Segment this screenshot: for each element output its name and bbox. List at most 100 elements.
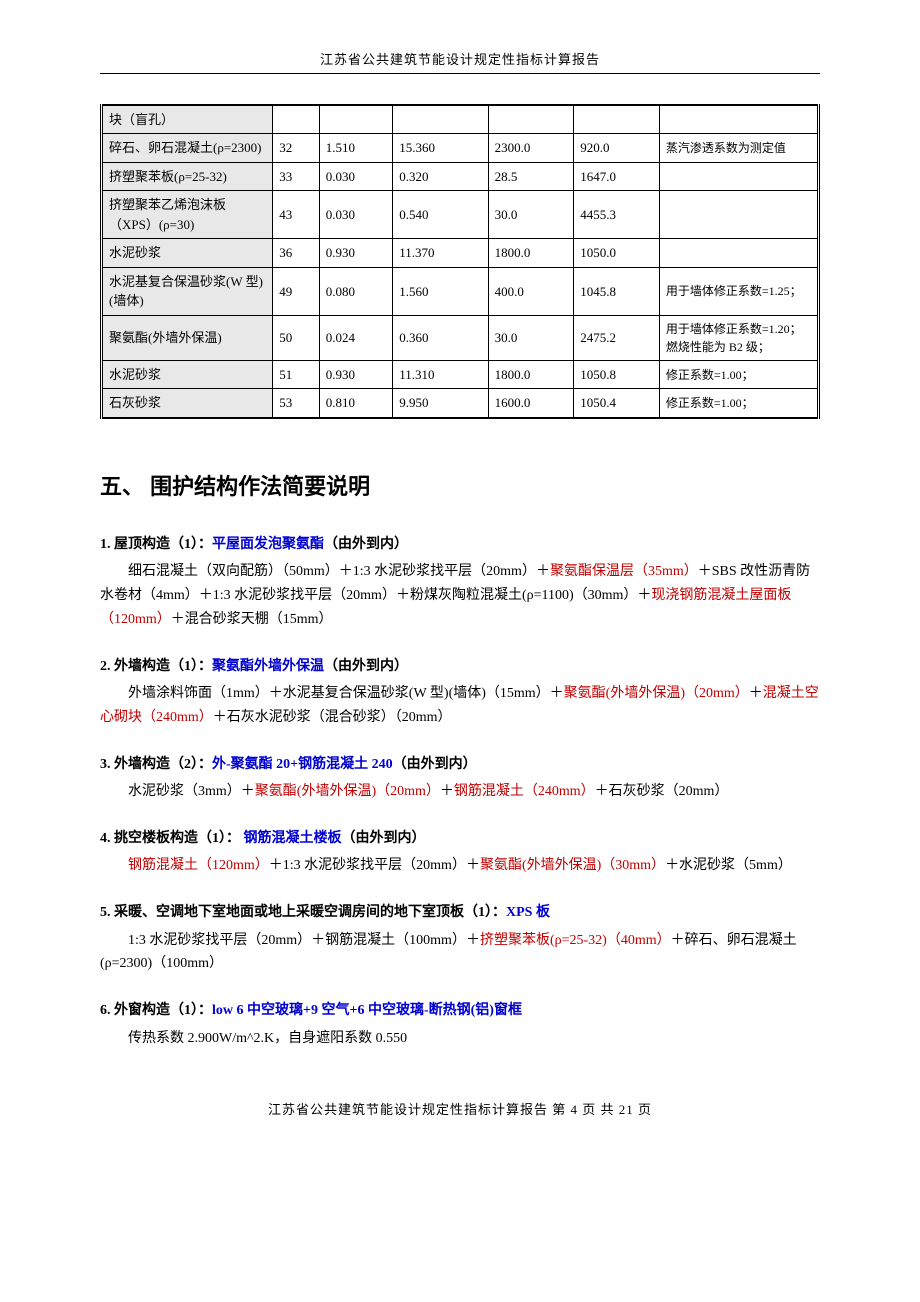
page-header-title: 江苏省公共建筑节能设计规定性指标计算报告	[100, 50, 820, 74]
table-cell: 1.560	[393, 267, 488, 315]
item-number: 2.	[100, 659, 114, 674]
table-cell: 用于墙体修正系数=1.25；	[659, 267, 818, 315]
item-label: 屋顶构造（1）：	[114, 537, 212, 552]
item-blue-name: 聚氨酯外墙外保温	[212, 659, 324, 674]
table-cell: 53	[273, 389, 319, 418]
table-cell: 0.080	[319, 267, 392, 315]
table-cell: 2475.2	[574, 315, 660, 360]
item-blue-name: XPS 板	[506, 905, 550, 920]
page-footer: 江苏省公共建筑节能设计规定性指标计算报告 第 4 页 共 21 页	[100, 1100, 820, 1121]
table-cell: 9.950	[393, 389, 488, 418]
item-blue-name: 外-聚氨酯 20+钢筋混凝土 240	[212, 757, 393, 772]
table-cell	[574, 105, 660, 134]
table-cell: 用于墙体修正系数=1.20；燃烧性能为 B2 级；	[659, 315, 818, 360]
table-row: 挤塑聚苯乙烯泡沫板（XPS）(ρ=30)430.0300.54030.04455…	[102, 191, 819, 239]
item-label: 采暖、空调地下室地面或地上采暖空调房间的地下室顶板（1）：	[114, 905, 506, 920]
table-cell: 36	[273, 239, 319, 268]
highlighted-text: 聚氨酯(外墙外保温)（20mm）	[255, 784, 440, 799]
item-label: 挑空楼板构造（1）：	[114, 831, 240, 846]
item-title: 1. 屋顶构造（1）：平屋面发泡聚氨酯（由外到内）	[100, 534, 820, 556]
table-cell: 1050.0	[574, 239, 660, 268]
item-label: 外墙构造（1）：	[114, 659, 212, 674]
table-cell: 15.360	[393, 134, 488, 163]
item-title: 4. 挑空楼板构造（1）： 钢筋混凝土楼板（由外到内）	[100, 828, 820, 850]
table-cell: 0.540	[393, 191, 488, 239]
section-title: 五、 围护结构作法简要说明	[100, 469, 820, 504]
item-body: 外墙涂料饰面（1mm）＋水泥基复合保温砂浆(W 型)(墙体)（15mm）＋聚氨酯…	[100, 682, 820, 730]
highlighted-text: 聚氨酯保温层（35mm）	[550, 564, 698, 579]
item-body: 1:3 水泥砂浆找平层（20mm）＋钢筋混凝土（100mm）＋挤塑聚苯板(ρ=2…	[100, 929, 820, 977]
table-row: 水泥砂浆360.93011.3701800.01050.0	[102, 239, 819, 268]
body-text: 传热系数 2.900W/m^2.K，自身遮阳系数 0.550	[128, 1031, 407, 1046]
table-cell	[488, 105, 574, 134]
construction-item: 2. 外墙构造（1）：聚氨酯外墙外保温（由外到内） 外墙涂料饰面（1mm）＋水泥基…	[100, 656, 820, 730]
table-cell: 1800.0	[488, 239, 574, 268]
item-blue-name: 钢筋混凝土楼板	[240, 831, 342, 846]
construction-item: 6. 外窗构造（1）：low 6 中空玻璃+9 空气+6 中空玻璃-断热钢(铝)…	[100, 1000, 820, 1050]
table-row: 块（盲孔）	[102, 105, 819, 134]
body-text: 1:3 水泥砂浆找平层（20mm）＋钢筋混凝土（100mm）＋	[128, 933, 480, 948]
item-body: 细石混凝土（双向配筋）（50mm）＋1:3 水泥砂浆找平层（20mm）＋聚氨酯保…	[100, 560, 820, 631]
construction-item: 5. 采暖、空调地下室地面或地上采暖空调房间的地下室顶板（1）：XPS 板 1:3…	[100, 902, 820, 976]
table-cell: 49	[273, 267, 319, 315]
item-title: 5. 采暖、空调地下室地面或地上采暖空调房间的地下室顶板（1）：XPS 板	[100, 902, 820, 924]
table-cell: 1.510	[319, 134, 392, 163]
construction-item: 4. 挑空楼板构造（1）： 钢筋混凝土楼板（由外到内） 钢筋混凝土（120mm）＋…	[100, 828, 820, 878]
table-cell: 43	[273, 191, 319, 239]
table-cell: 920.0	[574, 134, 660, 163]
table-row: 挤塑聚苯板(ρ=25-32)330.0300.32028.51647.0	[102, 162, 819, 191]
item-label: 外墙构造（2）：	[114, 757, 212, 772]
table-cell: 1045.8	[574, 267, 660, 315]
body-text: 细石混凝土（双向配筋）（50mm）＋1:3 水泥砂浆找平层（20mm）＋	[128, 564, 550, 579]
table-cell: 11.310	[393, 360, 488, 389]
table-cell	[659, 191, 818, 239]
table-cell: 水泥砂浆	[102, 239, 273, 268]
highlighted-text: 钢筋混凝土（240mm）	[454, 784, 595, 799]
table-cell: 1050.4	[574, 389, 660, 418]
body-text: ＋	[440, 784, 454, 799]
table-cell	[659, 162, 818, 191]
body-text: ＋1:3 水泥砂浆找平层（20mm）＋	[269, 858, 480, 873]
item-title: 6. 外窗构造（1）：low 6 中空玻璃+9 空气+6 中空玻璃-断热钢(铝)…	[100, 1000, 820, 1022]
body-text: 外墙涂料饰面（1mm）＋水泥基复合保温砂浆(W 型)(墙体)（15mm）＋	[128, 686, 564, 701]
table-cell	[393, 105, 488, 134]
table-cell: 50	[273, 315, 319, 360]
table-cell: 石灰砂浆	[102, 389, 273, 418]
table-cell: 修正系数=1.00；	[659, 360, 818, 389]
table-cell: 1647.0	[574, 162, 660, 191]
body-text: ＋混合砂浆天棚（15mm）	[171, 612, 333, 627]
construction-item: 3. 外墙构造（2）：外-聚氨酯 20+钢筋混凝土 240（由外到内） 水泥砂浆（…	[100, 754, 820, 804]
item-body: 水泥砂浆（3mm）＋聚氨酯(外墙外保温)（20mm）＋钢筋混凝土（240mm）＋…	[100, 780, 820, 804]
highlighted-text: 聚氨酯(外墙外保温)（30mm）	[480, 858, 665, 873]
table-cell: 蒸汽渗透系数为测定值	[659, 134, 818, 163]
highlighted-text: 钢筋混凝土（120mm）	[128, 858, 269, 873]
table-cell: 0.810	[319, 389, 392, 418]
item-label: 外窗构造（1）：	[114, 1003, 212, 1018]
table-cell: 块（盲孔）	[102, 105, 273, 134]
body-text: 水泥砂浆（3mm）＋	[128, 784, 255, 799]
body-text: ＋石灰砂浆（20mm）	[595, 784, 729, 799]
item-suffix: （由外到内）	[324, 537, 408, 552]
item-suffix: （由外到内）	[393, 757, 477, 772]
table-cell: 挤塑聚苯乙烯泡沫板（XPS）(ρ=30)	[102, 191, 273, 239]
item-title: 3. 外墙构造（2）：外-聚氨酯 20+钢筋混凝土 240（由外到内）	[100, 754, 820, 776]
table-cell: 11.370	[393, 239, 488, 268]
table-cell: 修正系数=1.00；	[659, 389, 818, 418]
table-cell	[273, 105, 319, 134]
table-cell: 400.0	[488, 267, 574, 315]
item-number: 6.	[100, 1003, 114, 1018]
item-body: 传热系数 2.900W/m^2.K，自身遮阳系数 0.550	[100, 1027, 820, 1051]
table-row: 水泥砂浆510.93011.3101800.01050.8修正系数=1.00；	[102, 360, 819, 389]
item-title: 2. 外墙构造（1）：聚氨酯外墙外保温（由外到内）	[100, 656, 820, 678]
table-cell: 0.024	[319, 315, 392, 360]
table-cell: 聚氨酯(外墙外保温)	[102, 315, 273, 360]
table-cell: 碎石、卵石混凝土(ρ=2300)	[102, 134, 273, 163]
item-suffix: （由外到内）	[342, 831, 426, 846]
table-cell: 挤塑聚苯板(ρ=25-32)	[102, 162, 273, 191]
item-blue-name: low 6 中空玻璃+9 空气+6 中空玻璃-断热钢(铝)窗框	[212, 1003, 522, 1018]
table-row: 石灰砂浆530.8109.9501600.01050.4修正系数=1.00；	[102, 389, 819, 418]
table-row: 碎石、卵石混凝土(ρ=2300)321.51015.3602300.0920.0…	[102, 134, 819, 163]
table-cell: 2300.0	[488, 134, 574, 163]
table-cell: 水泥基复合保温砂浆(W 型)(墙体)	[102, 267, 273, 315]
table-cell: 0.930	[319, 239, 392, 268]
